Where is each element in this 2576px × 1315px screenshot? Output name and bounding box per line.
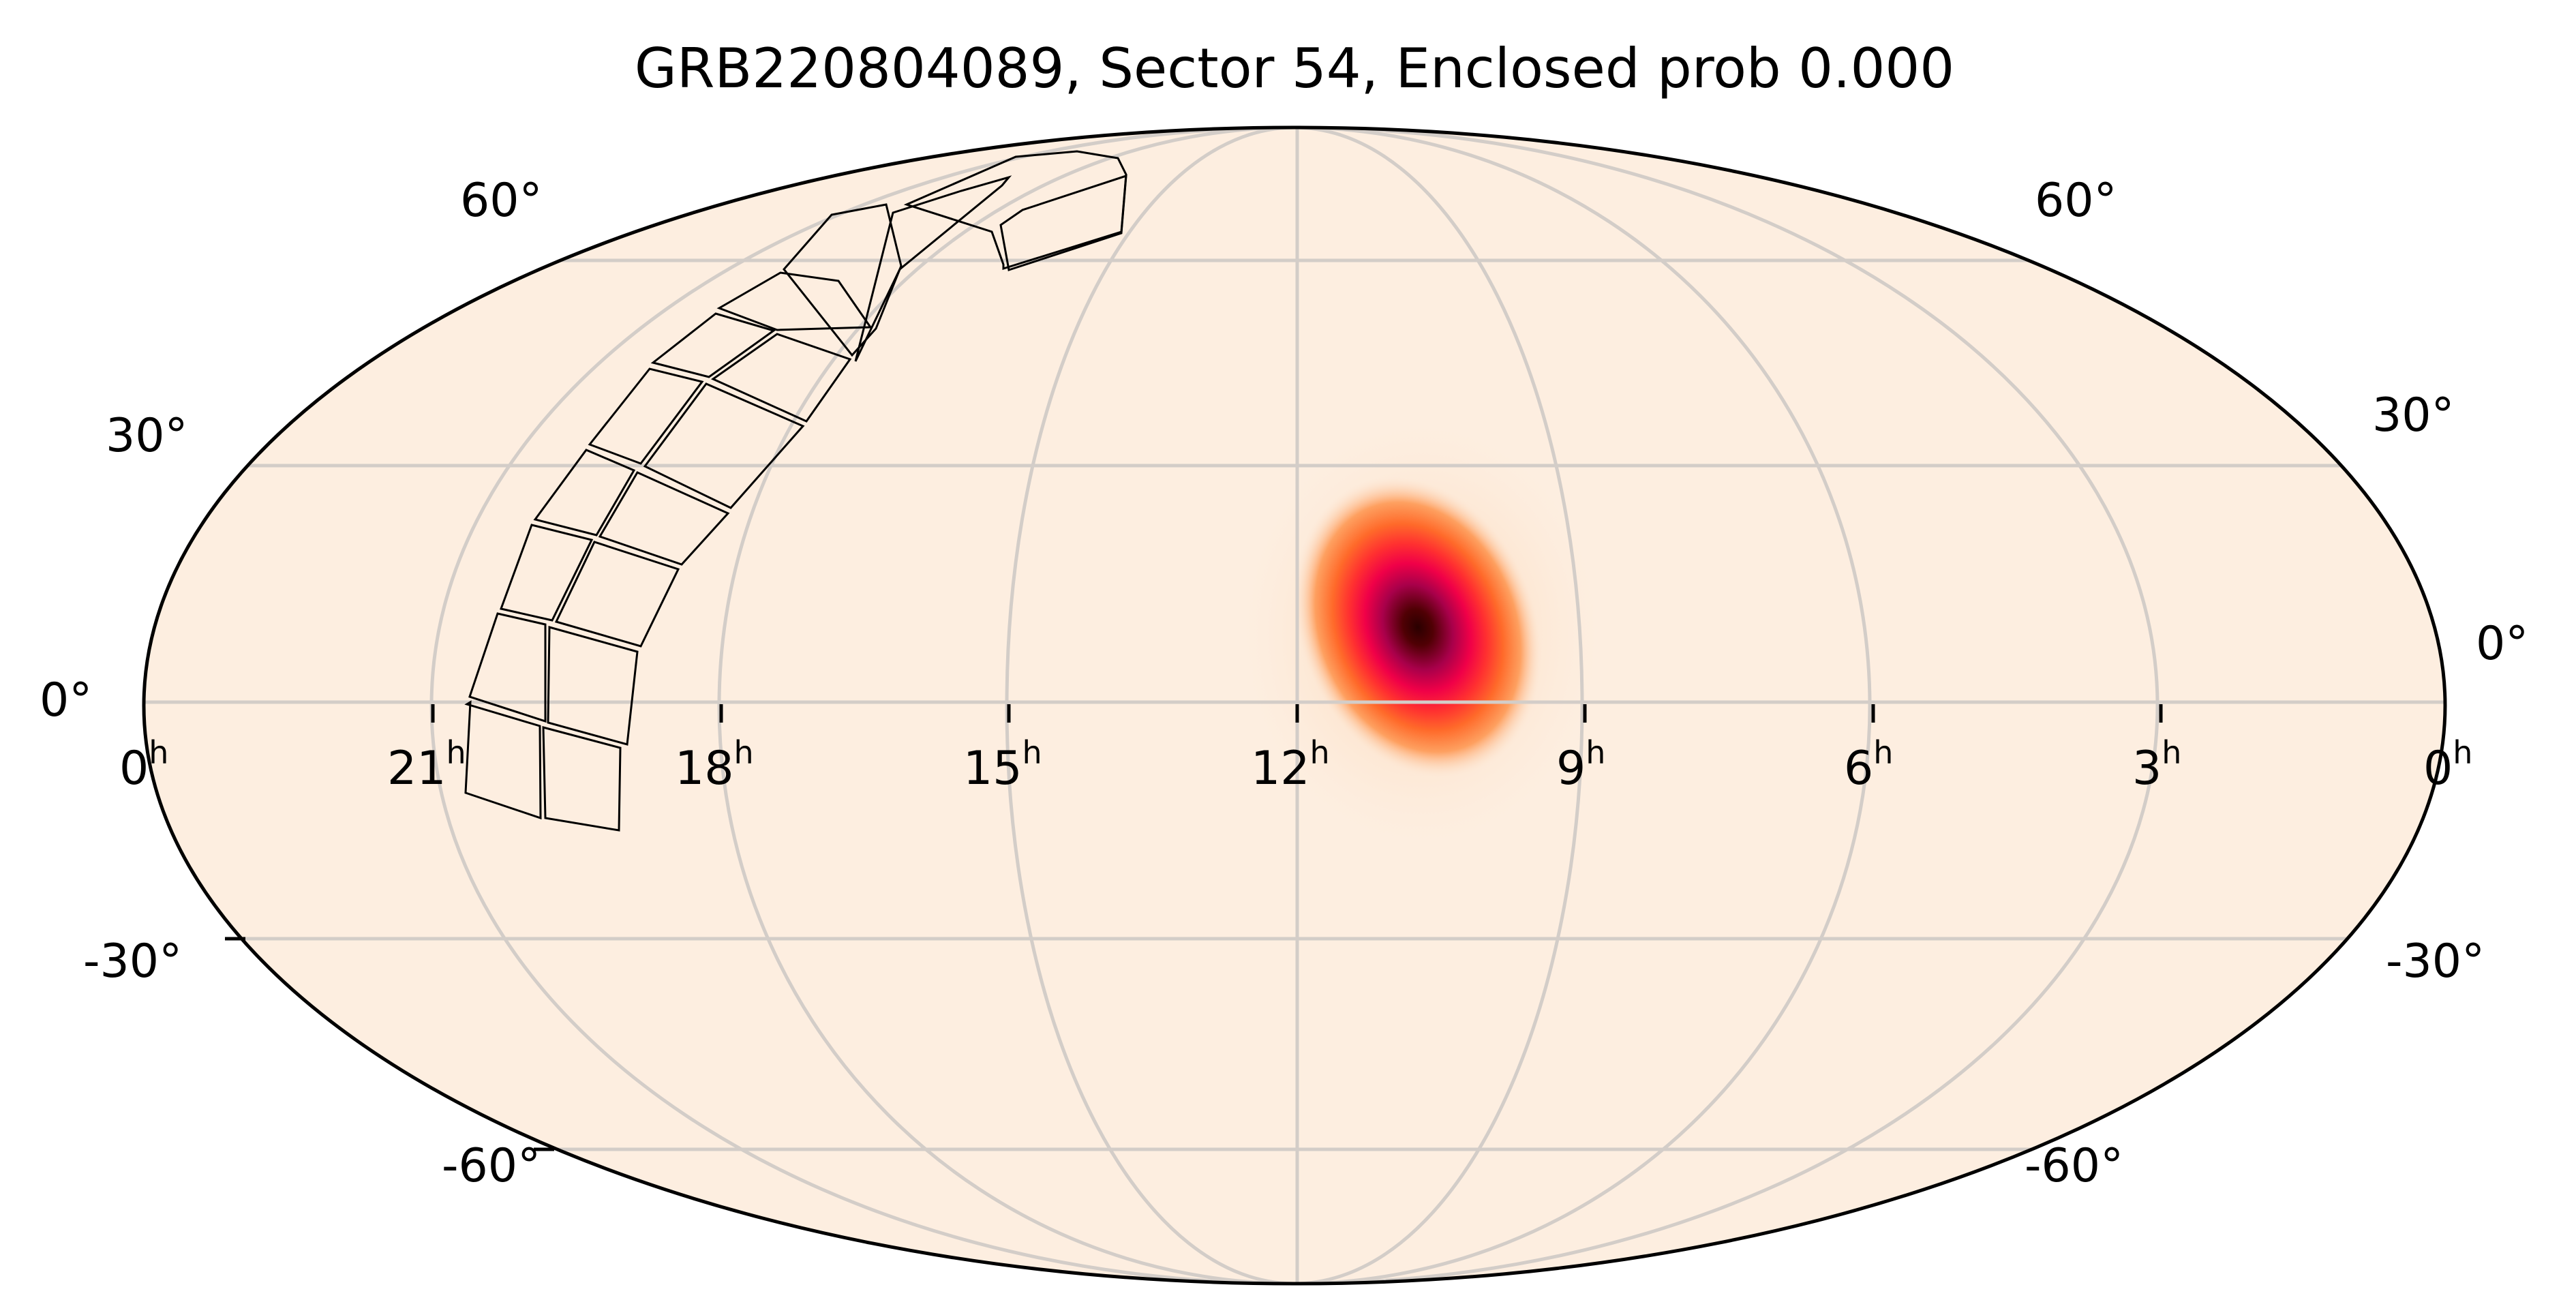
ccd-outline (854, 175, 1012, 362)
chart-title: GRB220804089, Sector 54, Enclosed prob 0… (635, 37, 1954, 100)
ccd-outline (710, 333, 852, 423)
y-tick-label: 30° (106, 409, 188, 463)
y-tick-label: -30° (83, 935, 182, 988)
ccd-outline (999, 174, 1127, 271)
x-tick-label: 12h (1251, 734, 1330, 796)
ccd-outline (542, 726, 622, 832)
ccd-outline (643, 382, 805, 509)
x-tick-labels: 0h 21h 18h 15h 12h 9h 6h 3h 0h (119, 734, 2472, 796)
y-tick-label: 0° (2476, 617, 2528, 671)
y-tick-label: -30° (2386, 935, 2485, 988)
x-tick-label: 0h (2423, 734, 2472, 796)
meridian-6h-18h (717, 127, 1872, 1284)
sky-border (142, 125, 2447, 1286)
ccd-outline (468, 612, 547, 723)
ccd-outline (716, 271, 873, 331)
ccd-outline (783, 203, 903, 357)
ccd-outline (533, 449, 636, 536)
x-tick-label: 15h (963, 734, 1042, 796)
x-tick-label: 6h (1844, 734, 1893, 796)
y-tick-label: 30° (2372, 389, 2455, 442)
y-tick-label: 0° (40, 674, 92, 727)
y-tick-label: -60° (2025, 1139, 2123, 1193)
y-tick-marks (225, 937, 554, 1151)
y-tick-labels-left: 60° 30° 0° -30° -60° (40, 174, 543, 1193)
x-tick-label: 21h (387, 734, 466, 796)
y-tick-label: -60° (442, 1139, 541, 1193)
x-tick-label: 9h (1556, 734, 1605, 796)
y-tick-label: 60° (460, 174, 543, 228)
x-tick-label: 3h (2132, 734, 2181, 796)
x-tick-label: 0h (119, 734, 168, 796)
ccd-outline (464, 700, 542, 820)
x-tick-label: 18h (675, 734, 754, 796)
ccd-outline (547, 626, 639, 746)
ccd-outline (554, 541, 680, 648)
ccd-outline (598, 471, 730, 566)
y-tick-label: 60° (2035, 174, 2117, 228)
ccd-outline (500, 524, 594, 622)
tess-sector-footprint (464, 150, 1127, 832)
ccd-outline (650, 312, 776, 378)
x-tick-marks (431, 704, 2163, 723)
ccd-outline (588, 367, 704, 465)
meridian-9h-15h (1005, 127, 1584, 1284)
y-tick-labels-right: 60° 30° 0° -30° -60° (2025, 174, 2528, 1193)
